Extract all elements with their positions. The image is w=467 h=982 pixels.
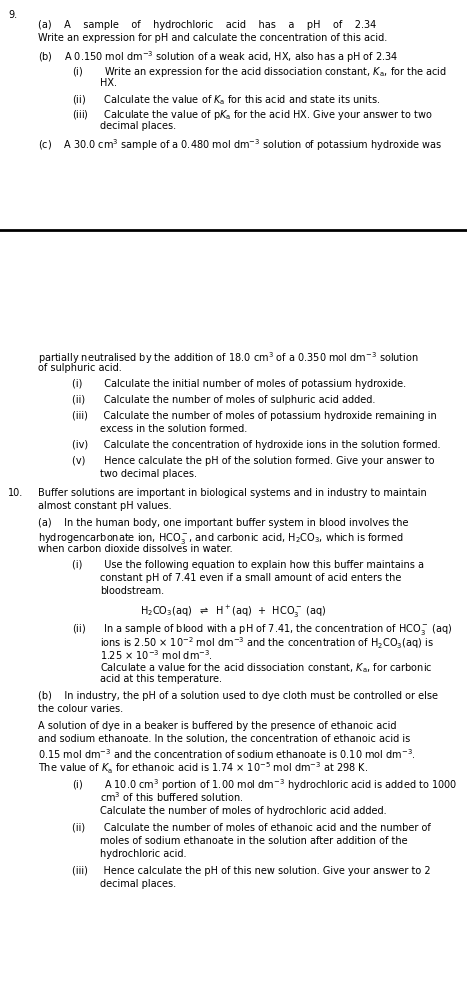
- Text: (ii)      Calculate the value of $K_\mathrm{a}$ for this acid and state its unit: (ii) Calculate the value of $K_\mathrm{a…: [72, 93, 380, 107]
- Text: A solution of dye in a beaker is buffered by the presence of ethanoic acid: A solution of dye in a beaker is buffere…: [38, 721, 396, 731]
- Text: (ii)      Calculate the number of moles of ethanoic acid and the number of: (ii) Calculate the number of moles of et…: [72, 823, 431, 833]
- Text: (i)       Write an expression for the acid dissociation constant, $K_\mathrm{a}$: (i) Write an expression for the acid dis…: [72, 65, 447, 79]
- Text: and sodium ethanoate. In the solution, the concentration of ethanoic acid is: and sodium ethanoate. In the solution, t…: [38, 734, 410, 744]
- Text: (iv)     Calculate the concentration of hydroxide ions in the solution formed.: (iv) Calculate the concentration of hydr…: [72, 440, 440, 450]
- Text: moles of sodium ethanoate in the solution after addition of the: moles of sodium ethanoate in the solutio…: [100, 836, 408, 846]
- Text: Calculate the number of moles of hydrochloric acid added.: Calculate the number of moles of hydroch…: [100, 806, 387, 816]
- Text: when carbon dioxide dissolves in water.: when carbon dioxide dissolves in water.: [38, 544, 233, 554]
- Text: of sulphuric acid.: of sulphuric acid.: [38, 363, 122, 373]
- Text: Buffer solutions are important in biological systems and in industry to maintain: Buffer solutions are important in biolog…: [38, 488, 427, 498]
- Text: partially neutralised by the addition of 18.0 cm$^3$ of a 0.350 mol dm$^{-3}$ so: partially neutralised by the addition of…: [38, 350, 419, 366]
- Text: (c)    A 30.0 cm$^3$ sample of a 0.480 mol dm$^{-3}$ solution of potassium hydro: (c) A 30.0 cm$^3$ sample of a 0.480 mol …: [38, 137, 443, 153]
- Text: two decimal places.: two decimal places.: [100, 469, 197, 479]
- Text: 1.25 $\times$ 10$^{-3}$ mol dm$^{-3}$.: 1.25 $\times$ 10$^{-3}$ mol dm$^{-3}$.: [100, 648, 213, 662]
- Text: (ii)      In a sample of blood with a pH of 7.41, the concentration of $\mathrm{: (ii) In a sample of blood with a pH of 7…: [72, 622, 453, 637]
- Text: (a)    A    sample    of    hydrochloric    acid    has    a    pH    of    2.34: (a) A sample of hydrochloric acid has a …: [38, 20, 376, 30]
- Text: 0.15 mol dm$^{-3}$ and the concentration of sodium ethanoate is 0.10 mol dm$^{-3: 0.15 mol dm$^{-3}$ and the concentration…: [38, 747, 416, 761]
- Text: (v)      Hence calculate the pH of the solution formed. Give your answer to: (v) Hence calculate the pH of the soluti…: [72, 456, 434, 466]
- Text: excess in the solution formed.: excess in the solution formed.: [100, 424, 247, 434]
- Text: (b)    In industry, the pH of a solution used to dye cloth must be controlled or: (b) In industry, the pH of a solution us…: [38, 691, 438, 701]
- Text: HX.: HX.: [100, 78, 117, 88]
- Text: Write an expression for pH and calculate the concentration of this acid.: Write an expression for pH and calculate…: [38, 33, 387, 43]
- Text: The value of $K_\mathrm{a}$ for ethanoic acid is 1.74 $\times$ 10$^{-5}$ mol dm$: The value of $K_\mathrm{a}$ for ethanoic…: [38, 760, 368, 776]
- Text: (i)       Use the following equation to explain how this buffer maintains a: (i) Use the following equation to explai…: [72, 560, 424, 570]
- Text: hydrochloric acid.: hydrochloric acid.: [100, 849, 186, 859]
- Text: H$_2$CO$_3$(aq)  $\rightleftharpoons$  H$^+$(aq)  +  $\mathrm{HCO_3^-}$ (aq): H$_2$CO$_3$(aq) $\rightleftharpoons$ H$^…: [140, 604, 327, 620]
- Text: (iii)     Hence calculate the pH of this new solution. Give your answer to 2: (iii) Hence calculate the pH of this new…: [72, 866, 431, 876]
- Text: (ii)      Calculate the number of moles of sulphuric acid added.: (ii) Calculate the number of moles of su…: [72, 395, 375, 405]
- Text: (a)    In the human body, one important buffer system in blood involves the: (a) In the human body, one important buf…: [38, 518, 409, 528]
- Text: (iii)     Calculate the value of p$K_\mathrm{a}$ for the acid HX. Give your answ: (iii) Calculate the value of p$K_\mathrm…: [72, 108, 433, 122]
- Text: acid at this temperature.: acid at this temperature.: [100, 674, 222, 684]
- Text: bloodstream.: bloodstream.: [100, 586, 164, 596]
- Text: hydrogencarbonate ion, $\mathrm{HCO_3^-}$, and carbonic acid, H$_2$CO$_3$, which: hydrogencarbonate ion, $\mathrm{HCO_3^-}…: [38, 531, 403, 546]
- Text: (i)       Calculate the initial number of moles of potassium hydroxide.: (i) Calculate the initial number of mole…: [72, 379, 406, 389]
- Text: the colour varies.: the colour varies.: [38, 704, 123, 714]
- Text: ions is 2.50 $\times$ 10$^{-2}$ mol dm$^{-3}$ and the concentration of H$_2$CO$_: ions is 2.50 $\times$ 10$^{-2}$ mol dm$^…: [100, 635, 434, 651]
- Text: almost constant pH values.: almost constant pH values.: [38, 501, 172, 511]
- Text: (i)       A 10.0 cm$^3$ portion of 1.00 mol dm$^{-3}$ hydrochloric acid is added: (i) A 10.0 cm$^3$ portion of 1.00 mol dm…: [72, 777, 457, 792]
- Text: decimal places.: decimal places.: [100, 121, 176, 131]
- Text: cm$^3$ of this buffered solution.: cm$^3$ of this buffered solution.: [100, 790, 243, 804]
- Text: constant pH of 7.41 even if a small amount of acid enters the: constant pH of 7.41 even if a small amou…: [100, 573, 401, 583]
- Text: Calculate a value for the acid dissociation constant, $K_\mathrm{a}$, for carbon: Calculate a value for the acid dissociat…: [100, 661, 432, 675]
- Text: 10.: 10.: [8, 488, 23, 498]
- Text: 9.: 9.: [8, 10, 17, 20]
- Text: (b)    A 0.150 mol dm$^{-3}$ solution of a weak acid, HX, also has a pH of 2.34: (b) A 0.150 mol dm$^{-3}$ solution of a …: [38, 49, 398, 65]
- Text: (iii)     Calculate the number of moles of potassium hydroxide remaining in: (iii) Calculate the number of moles of p…: [72, 411, 437, 421]
- Text: decimal places.: decimal places.: [100, 879, 176, 889]
